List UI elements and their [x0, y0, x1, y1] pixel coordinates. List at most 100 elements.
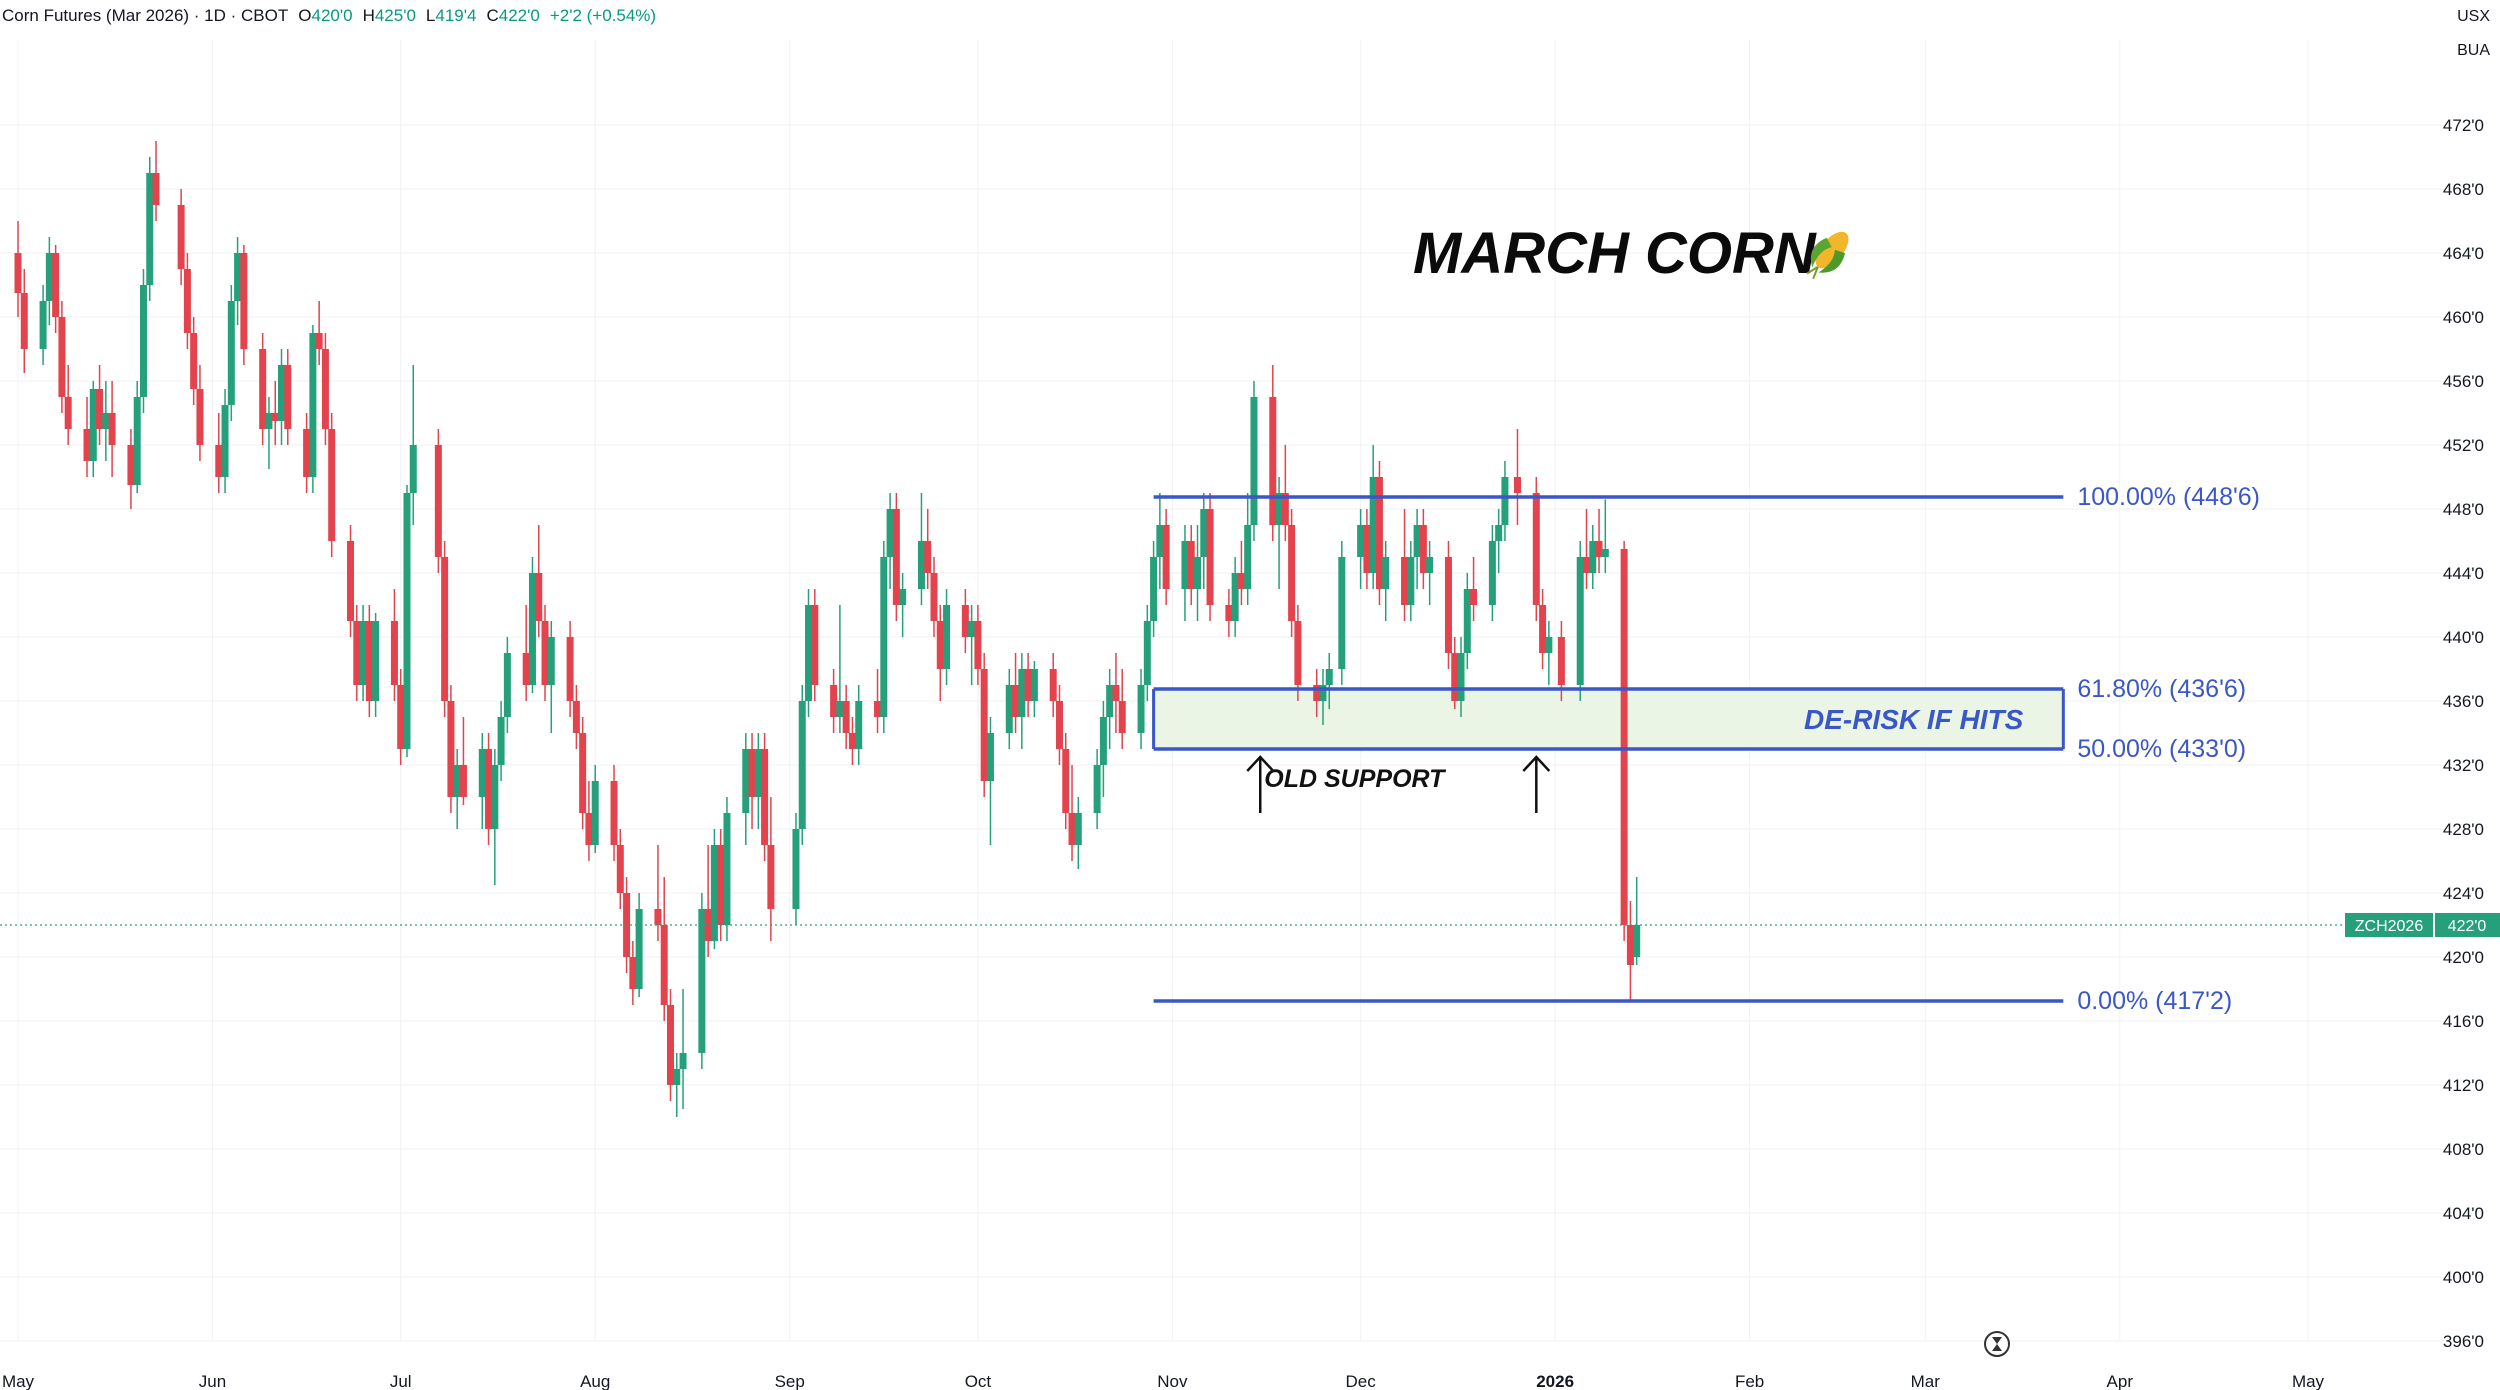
- candle: [1156, 493, 1164, 589]
- candle: [1055, 685, 1063, 765]
- candle: [139, 269, 147, 413]
- unit-currency[interactable]: USX: [2457, 8, 2490, 25]
- candle: [1463, 573, 1471, 669]
- candle-body: [234, 253, 242, 301]
- price-tag-text: 422'0: [2448, 918, 2487, 935]
- candle: [541, 605, 549, 701]
- high-value: 425'0: [374, 6, 416, 25]
- candle-body: [528, 573, 536, 685]
- candle: [403, 485, 411, 757]
- candle-body: [1118, 701, 1126, 733]
- candle-body: [1049, 669, 1057, 701]
- candle: [1545, 621, 1553, 685]
- candle: [102, 381, 110, 461]
- candle: [717, 829, 725, 941]
- candle: [742, 733, 750, 845]
- candle: [1005, 669, 1013, 749]
- price-tick-label: 412'0: [2443, 1076, 2484, 1095]
- candle: [1231, 557, 1239, 637]
- candle: [1589, 525, 1597, 589]
- candle: [767, 797, 775, 941]
- candle-body: [196, 389, 204, 445]
- candle-body: [748, 749, 756, 797]
- candle-body: [1200, 509, 1208, 557]
- candle-body: [190, 333, 198, 389]
- candle: [547, 621, 555, 733]
- candle-body: [397, 685, 405, 749]
- candle-body: [1030, 669, 1038, 701]
- old-support-label: OLD SUPPORT: [1264, 765, 1447, 793]
- candle: [924, 509, 932, 589]
- candle-body: [1633, 925, 1641, 957]
- candle: [679, 989, 687, 1109]
- candle-body: [271, 413, 279, 421]
- up-arrow-icon: [1246, 755, 1275, 813]
- candle-body: [880, 557, 888, 717]
- candle: [1074, 797, 1082, 869]
- candle: [830, 669, 838, 733]
- price-tag-bg: [2435, 913, 2500, 937]
- change-value: +2'2 (+0.54%): [549, 6, 657, 25]
- time-axis[interactable]: May Jun Jul Aug Sep Oct Nov Dec 2026 Feb Mar Apr May: [2, 1331, 2325, 1390]
- price-tick-label: 444'0: [2443, 564, 2484, 583]
- symbol-tag-bg: [2345, 913, 2433, 937]
- candle-body: [1012, 685, 1020, 717]
- candle: [1250, 381, 1258, 541]
- time-tick-label: Oct: [965, 1372, 992, 1390]
- de-risk-zone: [1153, 689, 2064, 749]
- candle: [1319, 669, 1327, 725]
- candle-body: [372, 621, 380, 701]
- candle: [328, 413, 336, 557]
- candle: [146, 157, 154, 301]
- candle-body: [924, 541, 932, 573]
- chart-title: MARCH CORN: [1413, 221, 1817, 286]
- candle: [20, 269, 28, 373]
- candle: [1325, 653, 1333, 709]
- candle-body: [616, 845, 624, 893]
- candle: [798, 685, 806, 845]
- candle-body: [1024, 669, 1032, 701]
- candle-body: [874, 701, 882, 717]
- candle-body: [591, 781, 599, 845]
- price-tick-label: 440'0: [2443, 628, 2484, 647]
- candle-body: [14, 253, 22, 293]
- corn-stem: [1806, 266, 1819, 279]
- candle: [974, 605, 982, 685]
- candle: [723, 797, 731, 941]
- candle-body: [1194, 557, 1202, 589]
- candle-body: [1382, 557, 1390, 589]
- price-axis[interactable]: 472'0 468'0 464'0 460'0 456'0 452'0 448'0 444'0…: [2345, 116, 2500, 1351]
- candle-body: [792, 829, 800, 909]
- candle: [1143, 605, 1151, 701]
- candle: [666, 989, 674, 1101]
- low-value: 419'4: [435, 6, 477, 25]
- candle-body: [447, 701, 455, 797]
- candle: [673, 1053, 681, 1117]
- candle-body: [1595, 541, 1603, 557]
- candle-body: [899, 589, 907, 605]
- candle: [522, 605, 530, 701]
- candle-body: [328, 429, 336, 541]
- time-tick-label: Jul: [390, 1372, 412, 1390]
- candle-body: [1313, 685, 1321, 701]
- price-tick-label: 448'0: [2443, 500, 2484, 519]
- price-tick-label: 404'0: [2443, 1204, 2484, 1223]
- open-label: O: [298, 6, 312, 25]
- time-tick-label: May: [2292, 1372, 2325, 1390]
- unit-measure[interactable]: BUA: [2457, 42, 2490, 59]
- candle: [1269, 365, 1277, 541]
- candle: [754, 733, 762, 829]
- candle: [1633, 877, 1641, 965]
- up-arrow-icon: [1522, 755, 1551, 813]
- candle: [441, 541, 449, 717]
- candle-body: [1576, 557, 1584, 685]
- candle: [1488, 525, 1496, 621]
- candle-body: [491, 765, 499, 829]
- time-tick-label: Aug: [580, 1372, 610, 1390]
- candle-body: [1181, 541, 1189, 589]
- close-value: 422'0: [498, 6, 540, 25]
- chart-title-group: MARCH CORN: [1413, 221, 1849, 286]
- candle-body: [127, 445, 135, 485]
- candle-body: [1589, 541, 1597, 573]
